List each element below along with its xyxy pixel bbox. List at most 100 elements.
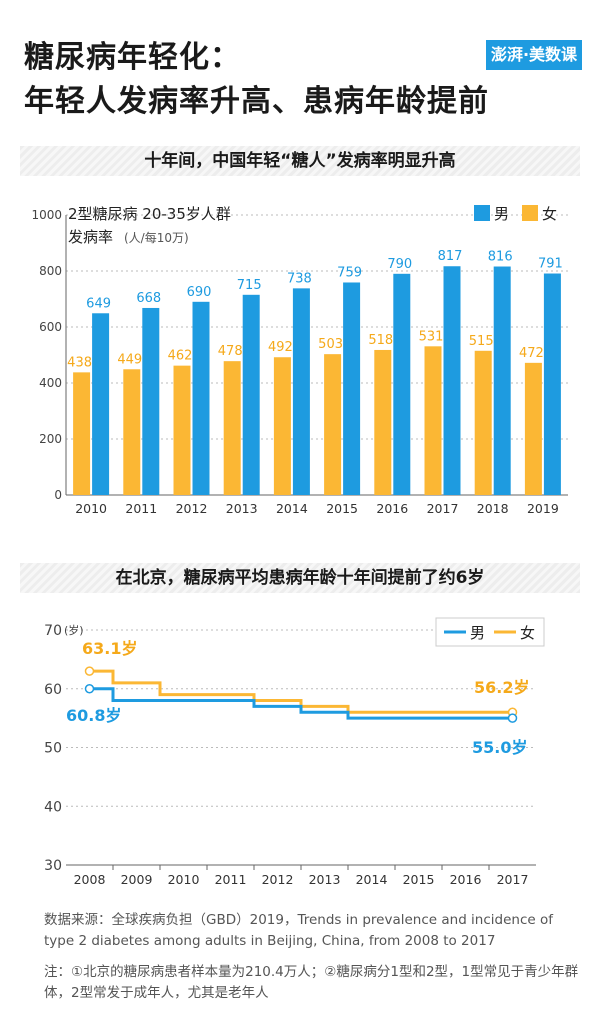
bar-male	[343, 282, 361, 495]
data-label-male: 668	[136, 291, 161, 306]
x-tick-label: 2018	[477, 501, 509, 516]
x-tick-label: 2016	[376, 501, 408, 516]
data-label-male: 649	[86, 296, 111, 311]
y-axis-label-line-1: 2型糖尿病 20-35岁人群	[68, 205, 231, 223]
legend-swatch-male	[474, 205, 490, 221]
data-label-female: 478	[218, 344, 243, 359]
bar-male	[493, 266, 511, 495]
bar-female	[374, 349, 392, 495]
data-label-male: 738	[287, 271, 312, 286]
data-label-female: 462	[168, 349, 193, 364]
line-chart: 30 40 50 60 70 (岁) 2008 2009 2010 2011 2012 2013 201…	[44, 617, 545, 887]
series-line-male	[89, 687, 513, 720]
bar-female	[474, 350, 492, 495]
annotation-male-end: 55.0岁	[472, 738, 527, 757]
data-label-female: 472	[519, 346, 544, 361]
bar-female	[123, 369, 141, 495]
data-label-male: 690	[187, 285, 212, 300]
x-tick-label: 2010	[75, 501, 107, 516]
y-axis-label-line-2: 发病率	[68, 228, 113, 246]
y-tick-label: 1000	[31, 208, 62, 222]
data-label-male: 816	[488, 250, 513, 265]
x-tick-label: 2008	[74, 872, 106, 887]
y-tick-label: 0	[54, 488, 62, 502]
legend-label-female: 女	[542, 205, 557, 223]
data-label-female: 515	[469, 334, 494, 349]
y-axis-unit: (人/每10万)	[124, 230, 189, 245]
x-tick-label: 2015	[403, 872, 435, 887]
x-tick-label: 2017	[497, 872, 529, 887]
bar-male	[242, 294, 260, 495]
bar-female	[424, 346, 442, 495]
point-male-start	[84, 684, 95, 694]
x-tick-label: 2009	[121, 872, 153, 887]
x-tick-label: 2015	[326, 501, 358, 516]
bar-female	[324, 354, 342, 495]
bar-chart-title: 十年间，中国年轻“糖人”发病率明显升高	[20, 146, 580, 176]
data-label-male: 715	[237, 278, 262, 293]
data-label-female: 438	[67, 355, 92, 370]
x-tick-label: 2014	[356, 872, 388, 887]
point-female-start	[84, 666, 95, 676]
data-source: 数据来源：全球疾病负担（GBD）2019，Trends in prevalenc…	[44, 912, 553, 949]
y-axis-unit: (岁)	[64, 623, 84, 637]
x-tick-label: 2011	[215, 872, 247, 887]
legend-label-male: 男	[494, 205, 509, 223]
bar-male	[543, 273, 561, 495]
x-tick-label: 2013	[309, 872, 341, 887]
y-tick-label: 40	[44, 799, 62, 815]
data-label-female: 531	[419, 329, 444, 344]
bar-female	[173, 365, 191, 495]
data-label-male: 759	[337, 265, 362, 280]
y-tick-label: 600	[39, 320, 62, 334]
legend-label-female: 女	[520, 624, 535, 642]
bar-female	[273, 357, 291, 495]
line-chart-title: 在北京，糖尿病平均患病年龄十年间提前了约6岁	[20, 563, 580, 593]
y-tick-label: 60	[44, 682, 62, 698]
footnote: 注：①北京的糖尿病患者样本量为210.4万人；②糖尿病分1型和2型，1型常见于青…	[44, 964, 579, 1001]
annotation-female-end: 56.2岁	[474, 678, 529, 697]
bar-female	[73, 372, 91, 495]
x-tick-label: 2016	[450, 872, 482, 887]
x-tick-label: 2014	[276, 501, 308, 516]
bar-male	[292, 288, 310, 495]
annotation-female-start: 63.1岁	[82, 639, 137, 658]
brand-logo: 澎湃·美数课	[486, 40, 582, 70]
x-tick-label: 2019	[527, 501, 559, 516]
x-tick-label: 2017	[427, 501, 459, 516]
y-tick-label: 400	[39, 376, 62, 390]
data-label-male: 791	[538, 257, 563, 272]
title-line-2: 年轻人发病率升高、患病年龄提前	[24, 84, 489, 119]
data-label-male: 790	[387, 257, 412, 272]
x-tick-label: 2013	[226, 501, 258, 516]
x-tick-label: 2011	[125, 501, 157, 516]
data-label-female: 503	[318, 337, 343, 352]
y-tick-label: 800	[39, 264, 62, 278]
bar-male	[393, 273, 411, 495]
annotation-male-start: 60.8岁	[66, 706, 121, 725]
y-tick-label: 30	[44, 858, 62, 874]
point-male-end	[507, 713, 518, 723]
series-line-female	[89, 669, 513, 714]
bar-female	[223, 361, 241, 495]
bar-female	[524, 362, 542, 495]
bar-male	[192, 301, 210, 495]
legend-swatch-female	[522, 205, 538, 221]
title-line-1: 糖尿病年轻化：	[24, 40, 241, 75]
x-tick-label: 2010	[168, 872, 200, 887]
x-tick-label: 2012	[262, 872, 294, 887]
data-label-female: 449	[117, 352, 142, 367]
y-tick-label: 50	[44, 741, 62, 757]
page-title: 糖尿病年轻化： 年轻人发病率升高、患病年龄提前	[24, 36, 489, 124]
y-tick-label: 200	[39, 432, 62, 446]
x-tick-label: 2012	[176, 501, 208, 516]
data-label-female: 518	[368, 333, 393, 348]
bar-male	[443, 266, 461, 495]
bar-male	[92, 313, 110, 495]
data-label-female: 492	[268, 340, 293, 355]
data-label-male: 817	[438, 249, 463, 264]
legend-label-male: 男	[470, 624, 485, 642]
y-tick-label: 70	[44, 623, 62, 639]
bar-male	[142, 307, 160, 495]
